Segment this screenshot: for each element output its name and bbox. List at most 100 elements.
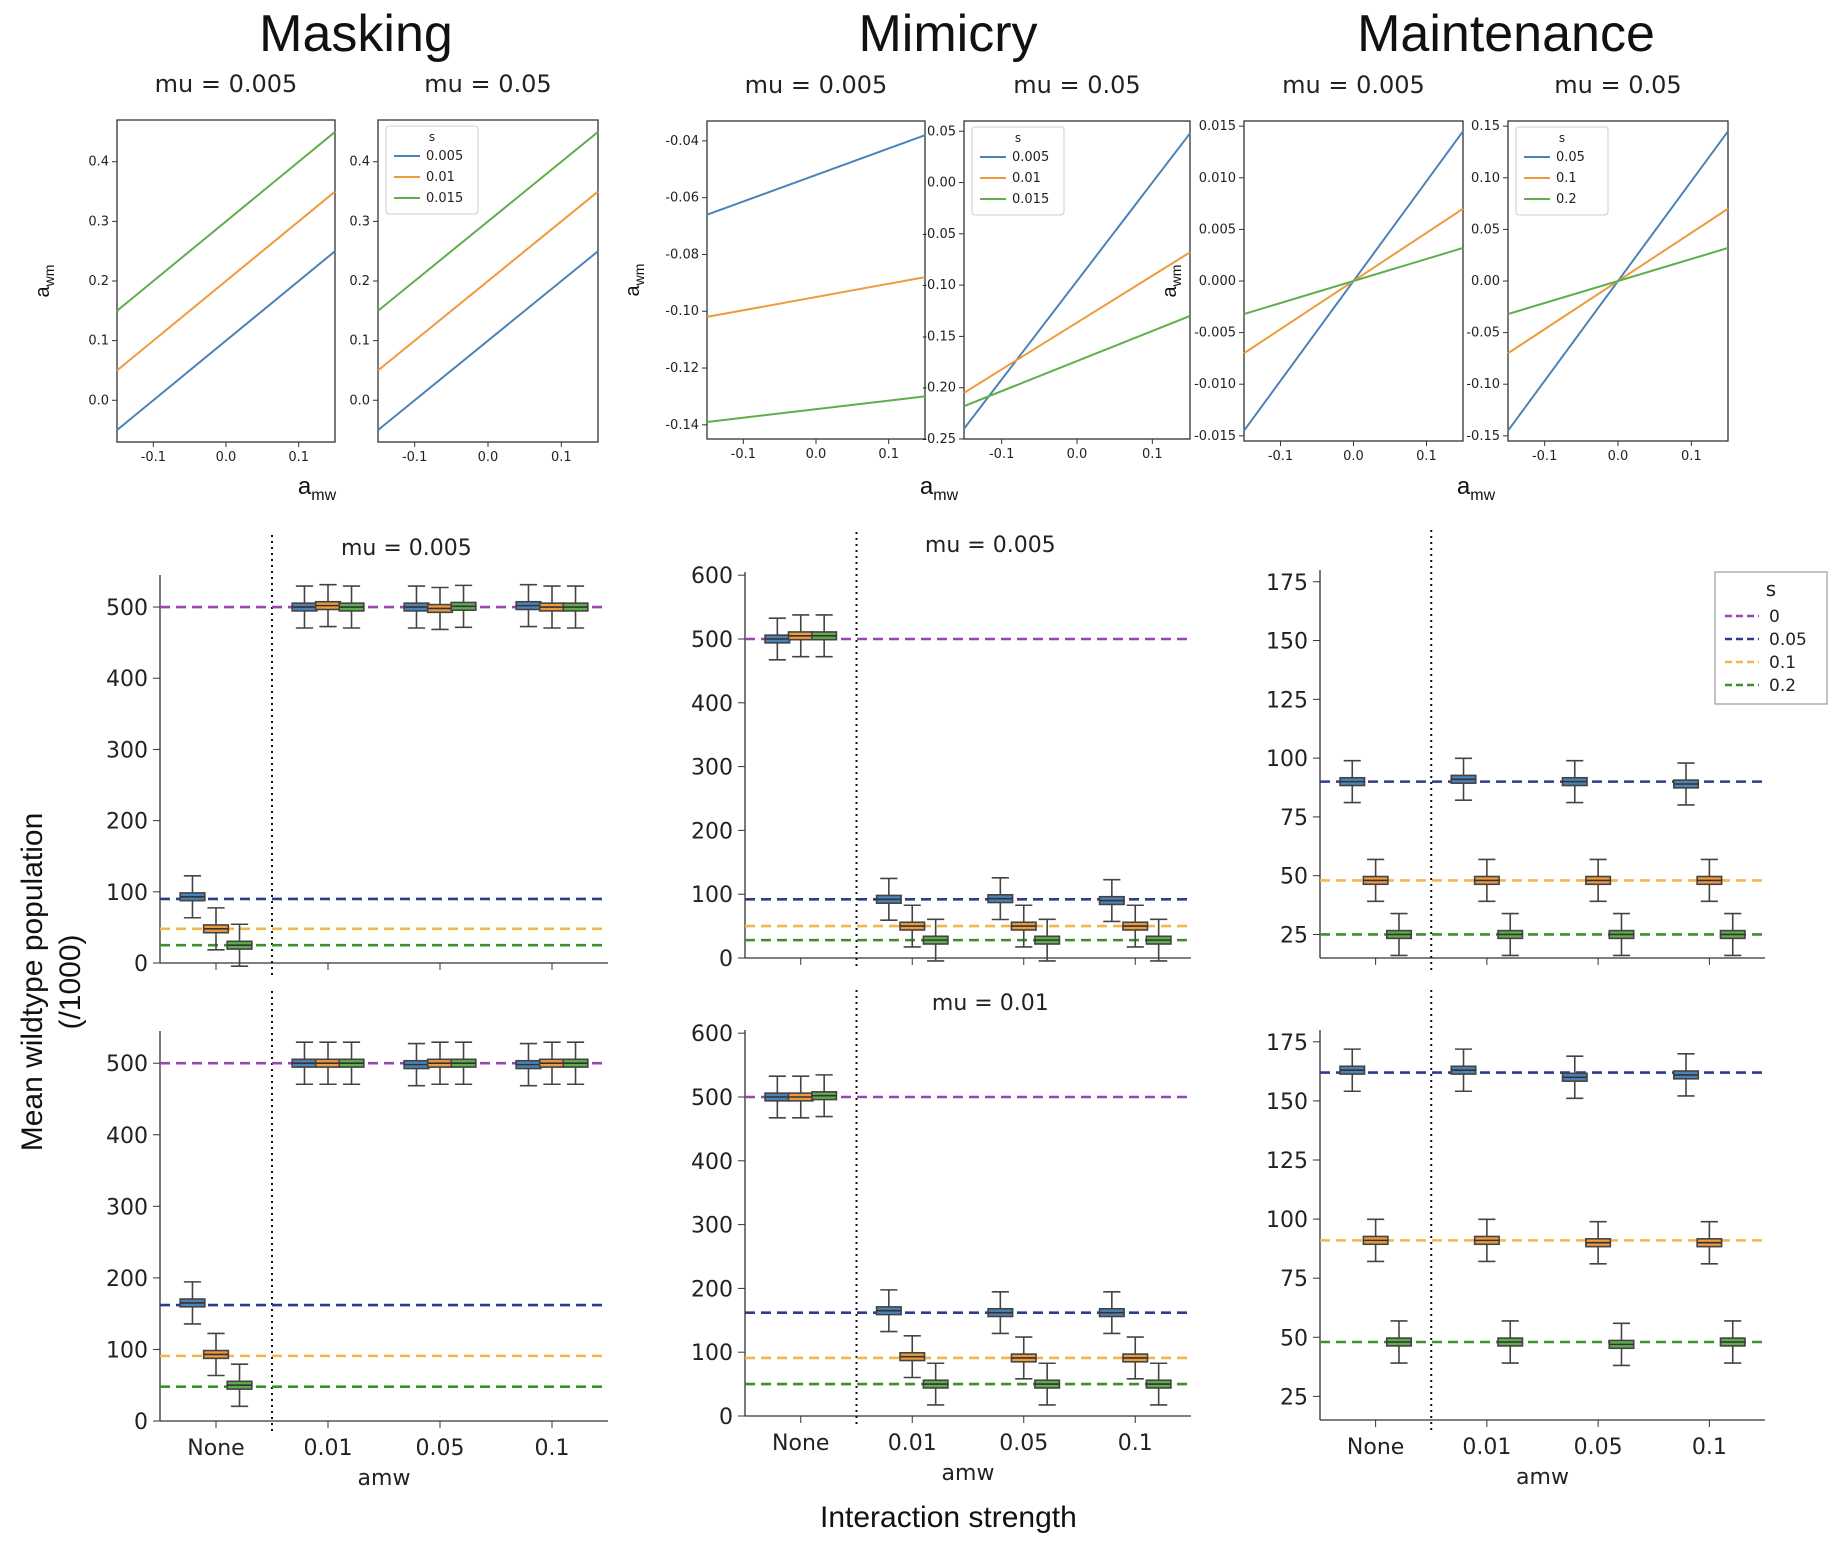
chart-title: mu = 0.05: [1554, 71, 1681, 99]
series-line-0: [377, 250, 599, 431]
y-tick-label: 0.05: [1471, 222, 1500, 237]
y-tick-label: 400: [691, 1150, 733, 1175]
y-tick-label: 0.00: [1471, 274, 1500, 289]
shared-y-label: Mean wildtype population: [16, 813, 49, 1152]
chart-title: mu = 0.005: [1282, 71, 1425, 99]
y-axis-label: awm: [622, 264, 647, 297]
series-line-2: [116, 131, 336, 312]
y-tick-label: 50: [1280, 865, 1308, 890]
y-tick-label: 200: [106, 1267, 148, 1292]
legend-entry: 0.01: [1012, 171, 1041, 186]
y-tick-label: -0.010: [1194, 377, 1236, 392]
x-tick-label: None: [1347, 1435, 1404, 1460]
legend-entry: 0.015: [426, 191, 463, 206]
y-tick-label: 300: [106, 1195, 148, 1220]
shared-x-label: Interaction strength: [820, 1501, 1077, 1534]
y-tick-label: -0.12: [665, 361, 699, 376]
y-tick-label: 200: [691, 1277, 733, 1302]
series-line-2: [1507, 247, 1729, 315]
y-tick-label: 600: [691, 564, 733, 589]
x-tick-label: 0.1: [1681, 449, 1702, 464]
masking-top-right-chart: -0.1 0.0 0.1 0.0 0.1 0.2 0.3 0.4 mu = 0.05 s 0.005…: [349, 70, 599, 465]
chart-title: mu = 0.05: [1013, 71, 1140, 99]
y-tick-label: -0.10: [665, 304, 699, 319]
y-tick-label: -0.10: [922, 278, 956, 293]
y-tick-label: 0.10: [1471, 171, 1500, 186]
y-tick-label: 500: [691, 1086, 733, 1111]
x-tick-label: 0.1: [1118, 1431, 1153, 1456]
x-tick-label: 0.1: [1142, 447, 1163, 462]
chart-title: mu = 0.005: [745, 71, 888, 99]
y-tick-label: 200: [691, 819, 733, 844]
y-tick-label: 300: [691, 1214, 733, 1239]
y-tick-label: 75: [1280, 806, 1308, 831]
y-tick-label: 0.1: [349, 334, 370, 349]
x-tick-label: 0.01: [304, 1436, 353, 1461]
y-tick-label: 0.3: [88, 214, 109, 229]
y-tick-label: 150: [1266, 1090, 1308, 1115]
y-tick-label: 0.0: [349, 393, 370, 408]
chart-title: mu = 0.005: [155, 70, 298, 98]
y-tick-label: -0.20: [922, 381, 956, 396]
y-tick-label: -0.04: [665, 134, 699, 149]
legend-title: s: [1559, 131, 1565, 145]
y-tick-label: 200: [106, 810, 148, 835]
y-tick-label: -0.15: [1466, 429, 1500, 444]
x-tick-label: 0.05: [416, 1436, 465, 1461]
y-axis-label: awm: [32, 265, 57, 298]
x-axis-label: amw: [358, 1466, 411, 1491]
x-tick-label: -0.1: [402, 450, 427, 465]
x-tick-label: 0.01: [1462, 1435, 1511, 1460]
y-tick-label: 100: [1266, 1208, 1308, 1233]
x-tick-label: 0.1: [551, 450, 572, 465]
x-tick-label: 0.1: [288, 450, 309, 465]
y-tick-label: -0.05: [1466, 326, 1500, 341]
y-tick-label: 175: [1266, 571, 1308, 596]
y-tick-label: -0.015: [1194, 429, 1236, 444]
y-tick-label: 125: [1266, 1149, 1308, 1174]
y-tick-label: 100: [106, 1338, 148, 1363]
legend-title: s: [1766, 577, 1776, 601]
y-tick-label: 0.010: [1199, 171, 1236, 186]
y-tick-label: -0.05: [922, 227, 956, 242]
y-tick-label: 150: [1266, 630, 1308, 655]
y-tick-label: 0.4: [88, 155, 109, 170]
y-tick-label: 0: [134, 952, 148, 977]
chart-title: mu = 0.05: [424, 70, 551, 98]
y-tick-label: 600: [691, 1022, 733, 1047]
mimicry-top-left-chart: -0.1 0.0 0.1 -0.04 -0.06 -0.08 -0.10 -0.12 -0.14…: [622, 71, 926, 462]
legend-entry: 0.1: [1556, 171, 1577, 186]
maintenance-bottom-chart: 25 50 75 100 125 150 175 None 0.01 0.05 0.1 amw: [1266, 990, 1765, 1490]
legend-entry: 0.05: [1769, 630, 1807, 650]
y-tick-label: 400: [691, 692, 733, 717]
y-tick-label: 50: [1280, 1326, 1308, 1351]
y-tick-label: 100: [1266, 747, 1308, 772]
x-tick-label: None: [187, 1436, 244, 1461]
chart-title: mu = 0.005: [341, 536, 472, 561]
y-tick-label: -0.06: [665, 191, 699, 206]
y-tick-label: 0.3: [349, 214, 370, 229]
x-tick-label: -0.1: [141, 450, 166, 465]
y-tick-label: 500: [691, 628, 733, 653]
chart-title: mu = 0.01: [932, 991, 1049, 1016]
maintenance-title: Maintenance: [1357, 5, 1655, 63]
x-tick-label: 0.01: [888, 1431, 937, 1456]
x-tick-label: 0.0: [1067, 447, 1088, 462]
legend-entry: 0.015: [1012, 192, 1049, 207]
legend-entry: 0.05: [1556, 150, 1585, 165]
y-tick-label: 175: [1266, 1031, 1308, 1056]
legend-title: s: [1015, 131, 1021, 145]
y-tick-label: 0: [719, 1405, 733, 1430]
series-line-0: [963, 132, 1191, 430]
y-tick-label: 25: [1280, 1385, 1308, 1410]
x-tick-label: 0.1: [1416, 449, 1437, 464]
masking-title: Masking: [259, 5, 453, 63]
masking-bottom-chart: 0 100 200 300 400 500 None 0.01 0.05 0.1 amw: [106, 991, 608, 1491]
y-tick-label: 0.4: [349, 155, 370, 170]
legend-box: [971, 126, 1065, 216]
masking-top-left-chart: -0.1 0.0 0.1 0.0 0.1 0.2 0.3 0.4 mu = 0.005 awm: [32, 70, 336, 465]
y-tick-label: 0.015: [1199, 119, 1236, 134]
series-line-1: [377, 190, 599, 372]
series-line-2: [706, 395, 926, 423]
legend-entry: 0.2: [1556, 192, 1577, 207]
